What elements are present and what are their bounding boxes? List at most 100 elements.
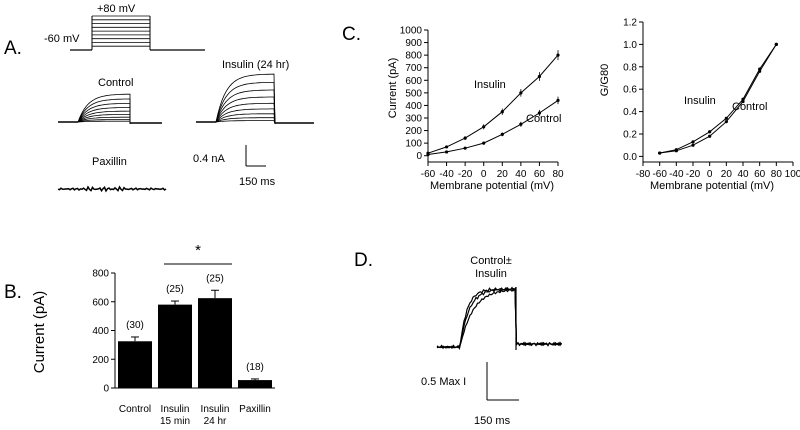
panel-c-conductance-x-axis-label: Membrane potential (mV) xyxy=(650,180,774,192)
insulin-trace xyxy=(215,108,276,125)
chartC2-x-tick-label: 100 xyxy=(785,169,800,180)
chartC2-data-point xyxy=(658,151,662,155)
chartC1-data-point xyxy=(500,110,504,114)
chartC2-data-point xyxy=(708,130,712,134)
chartC1-y-tick-label: 100 xyxy=(405,139,422,150)
scale-current-label: 0.4 nA xyxy=(193,153,225,165)
panel-b-bar xyxy=(238,380,272,388)
scale-time-label: 150 ms xyxy=(239,176,276,188)
chartC2-data-point xyxy=(691,140,695,144)
chartC2-x-tick-label: -80 xyxy=(636,169,651,180)
chartC2-x-tick-label: 80 xyxy=(771,169,783,180)
panel-d-letter: D. xyxy=(354,250,373,271)
insulin-trace xyxy=(215,113,276,125)
insulin-trace xyxy=(215,102,276,125)
chartC2-y-tick-label: 0.0 xyxy=(623,152,637,163)
panel-b-category-label: Insulin xyxy=(201,404,230,415)
chartC1-x-tick-label: 0 xyxy=(481,169,487,180)
control-trace xyxy=(77,120,131,124)
chartC1-y-tick-label: 300 xyxy=(405,114,422,125)
panel-b-y-tick-label: 400 xyxy=(92,326,109,337)
panel-d-trace xyxy=(436,287,563,349)
chartC2-x-tick-label: -40 xyxy=(669,169,684,180)
chartC2-y-tick-label: 1.0 xyxy=(623,40,637,51)
chartC2-series-label: Insulin xyxy=(684,95,716,107)
insulin-trace xyxy=(215,117,276,125)
chartC2-data-point xyxy=(708,134,712,138)
chartC1-data-point xyxy=(519,91,523,95)
chartC2-y-tick-label: 1.2 xyxy=(623,18,637,29)
chartC2-x-tick-label: -20 xyxy=(686,169,701,180)
significance-star: * xyxy=(195,242,201,259)
chartC2-x-tick-label: 60 xyxy=(754,169,766,180)
panel-d-scale-time-label: 150 ms xyxy=(474,415,511,427)
control-trace-label: Control xyxy=(98,77,133,89)
protocol-hold-label: -60 mV xyxy=(44,33,80,45)
chartC1-y-tick-label: 0 xyxy=(416,151,422,162)
chartC1-y-tick-label: 700 xyxy=(405,63,422,74)
panel-d-label-line2: Insulin xyxy=(475,268,507,280)
chartC2-y-tick-label: 0.6 xyxy=(623,85,637,96)
chartC2-x-tick-label: -60 xyxy=(652,169,667,180)
chartC2-series-line xyxy=(659,44,777,154)
chartC1-x-tick-label: -20 xyxy=(458,169,473,180)
paxillin-current-traces xyxy=(57,185,167,193)
chartC1-x-tick-label: -60 xyxy=(421,169,436,180)
chartC2-x-tick-label: 40 xyxy=(737,169,749,180)
chartC2-series-label: Control xyxy=(732,101,767,113)
panel-a-scale-bar xyxy=(245,145,266,167)
panel-c-conductance-plot: 0.0 0.2 0.4 0.6 0.8 1.0 1.2 -80 -60 -40 -20 0 20 40 60… xyxy=(623,18,800,181)
control-trace xyxy=(77,93,131,124)
chartC1-series-line xyxy=(427,54,559,154)
insulin-trace xyxy=(215,120,276,125)
chartC2-data-point xyxy=(774,42,778,47)
chartC1-data-point xyxy=(444,150,449,154)
chartC1-data-point xyxy=(482,125,486,129)
chartC1-y-tick-label: 800 xyxy=(405,51,422,62)
chartC1-data-point xyxy=(482,141,486,145)
chartC1-data-point xyxy=(463,146,467,150)
chartC1-y-tick-label: 600 xyxy=(405,76,422,87)
panel-b-y-tick-label: 600 xyxy=(92,297,109,308)
chartC2-data-point xyxy=(758,69,762,73)
panel-b-y-tick-label: 0 xyxy=(103,384,109,395)
chartC1-x-tick-label: 60 xyxy=(534,169,546,180)
panel-b-bar xyxy=(158,304,192,388)
control-trace xyxy=(77,114,131,124)
chartC2-data-point xyxy=(724,120,728,124)
control-trace xyxy=(77,116,131,124)
chartC1-y-tick-label: 200 xyxy=(405,126,422,137)
panel-c-current-y-axis-label: Current (pA) xyxy=(387,58,399,119)
panel-a-letter: A. xyxy=(4,38,22,59)
chartC2-x-tick-label: 20 xyxy=(721,169,733,180)
panel-b-bar xyxy=(198,298,232,388)
chartC1-series-label: Insulin xyxy=(474,79,506,91)
chartC1-data-point xyxy=(537,111,542,115)
control-trace xyxy=(77,119,131,124)
panel-c-letter: C. xyxy=(342,24,361,45)
insulin-trace xyxy=(215,89,276,125)
chartC1-data-point xyxy=(556,53,560,57)
panel-b-letter: B. xyxy=(4,282,22,303)
panel-d-trace xyxy=(436,286,562,349)
chartC1-data-point xyxy=(556,98,560,102)
panel-c-conductance-y-axis-label: G/G80 xyxy=(599,64,611,96)
chartC2-data-point xyxy=(724,116,728,120)
chartC1-data-point xyxy=(426,152,430,157)
panel-b-category-label: 24 hr xyxy=(204,416,227,427)
chartC1-data-point xyxy=(519,122,523,126)
control-trace xyxy=(77,106,131,124)
chartC2-y-tick-label: 0.8 xyxy=(623,62,637,73)
control-trace xyxy=(77,98,131,124)
chartC1-x-tick-label: 40 xyxy=(515,169,527,180)
chartC1-x-tick-label: -40 xyxy=(439,169,454,180)
chartC1-series-label: Control xyxy=(526,113,561,125)
panel-b-category-label: Paxillin xyxy=(239,404,271,415)
chartC1-data-point xyxy=(537,74,542,79)
control-trace xyxy=(77,110,131,124)
panel-d-trace xyxy=(436,286,562,351)
panel-b-y-tick-label: 200 xyxy=(92,355,109,366)
chartC2-data-point xyxy=(674,149,678,153)
paxillin-trace xyxy=(57,185,167,193)
